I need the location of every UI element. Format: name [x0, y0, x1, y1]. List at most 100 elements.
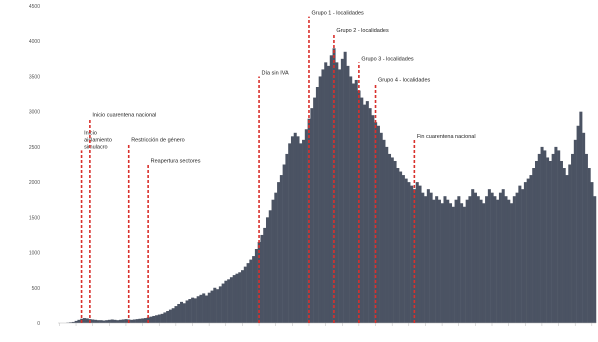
bar — [496, 199, 500, 323]
bar — [371, 115, 375, 323]
bar — [554, 146, 558, 323]
bar — [182, 303, 186, 323]
bar — [171, 308, 175, 323]
event-marker-label: Grupo 2 - localidades — [336, 28, 389, 34]
bar — [143, 318, 147, 323]
y-tick-label: 0 — [37, 321, 40, 327]
event-marker-label: Día sin IVA — [262, 70, 289, 76]
bar — [85, 318, 89, 323]
bar — [193, 298, 197, 323]
bar — [252, 256, 256, 323]
bar — [327, 65, 331, 323]
bar — [221, 283, 225, 323]
bar — [277, 182, 281, 323]
bar — [518, 185, 522, 323]
bar — [537, 153, 541, 323]
bar — [335, 62, 339, 324]
bar — [557, 150, 561, 323]
bar — [426, 189, 430, 323]
bar — [390, 157, 394, 323]
bar — [579, 111, 583, 323]
bar — [302, 139, 306, 323]
bar — [94, 319, 98, 323]
bar — [540, 146, 544, 323]
bar — [310, 108, 314, 323]
bar — [379, 132, 383, 323]
bar — [582, 132, 586, 323]
bar — [449, 203, 453, 323]
bar — [227, 279, 231, 323]
bar — [529, 175, 533, 323]
bar — [157, 314, 161, 323]
bar — [166, 311, 170, 323]
bar — [435, 196, 439, 323]
bar — [515, 192, 519, 323]
bar — [268, 210, 272, 323]
bar — [365, 101, 369, 323]
y-axis: 0 500 1000 1500 2000 2500 3000 3500 4000 4500 — [29, 4, 40, 327]
bar — [490, 192, 494, 323]
bar — [102, 320, 106, 323]
bar — [479, 199, 483, 323]
bar — [213, 287, 217, 323]
bar — [404, 178, 408, 323]
bar — [526, 178, 530, 323]
bar — [465, 199, 469, 323]
bar — [107, 319, 111, 323]
bar — [590, 182, 594, 323]
bar — [155, 315, 159, 323]
bar — [343, 51, 347, 323]
bar — [462, 206, 466, 323]
bar — [285, 153, 289, 323]
bar — [132, 319, 136, 323]
y-tick-label: 4000 — [29, 39, 40, 45]
bar — [418, 185, 422, 323]
bar — [559, 160, 563, 323]
y-tick-label: 1000 — [29, 251, 40, 257]
bar — [288, 143, 292, 323]
bar — [216, 289, 220, 323]
bar — [571, 153, 575, 323]
bar — [74, 320, 78, 323]
bar — [487, 189, 491, 323]
bar — [415, 182, 419, 323]
bar — [290, 136, 294, 323]
bar — [512, 196, 516, 323]
bar — [191, 297, 195, 323]
bar — [349, 76, 353, 323]
bar — [260, 234, 264, 323]
bar — [271, 199, 275, 323]
bar — [437, 199, 441, 323]
bar — [282, 164, 286, 323]
bar — [482, 203, 486, 323]
bar — [110, 319, 114, 323]
bar — [91, 319, 95, 323]
bar — [573, 139, 577, 323]
bar — [69, 322, 73, 323]
bar — [130, 319, 134, 323]
bar — [238, 272, 242, 323]
bar — [523, 182, 527, 323]
y-tick-label: 500 — [32, 286, 41, 292]
bar — [443, 196, 447, 323]
bar — [188, 299, 192, 323]
bar — [329, 55, 333, 324]
bar — [296, 136, 300, 323]
bar — [340, 58, 344, 323]
bar — [498, 192, 502, 323]
bar — [401, 175, 405, 323]
bar — [149, 316, 153, 323]
bar — [351, 83, 355, 324]
event-marker-label: Inicio cuarentena nacional — [92, 113, 156, 119]
bar — [562, 168, 566, 323]
event-marker-label: Fin cuarentena nacional — [417, 134, 476, 140]
bar — [105, 320, 109, 323]
bar — [446, 199, 450, 323]
bar — [299, 143, 303, 323]
bar — [232, 275, 236, 323]
bar — [279, 175, 283, 323]
y-tick-label: 3500 — [29, 74, 40, 80]
bar — [229, 277, 233, 323]
y-tick-label: 2500 — [29, 145, 40, 151]
